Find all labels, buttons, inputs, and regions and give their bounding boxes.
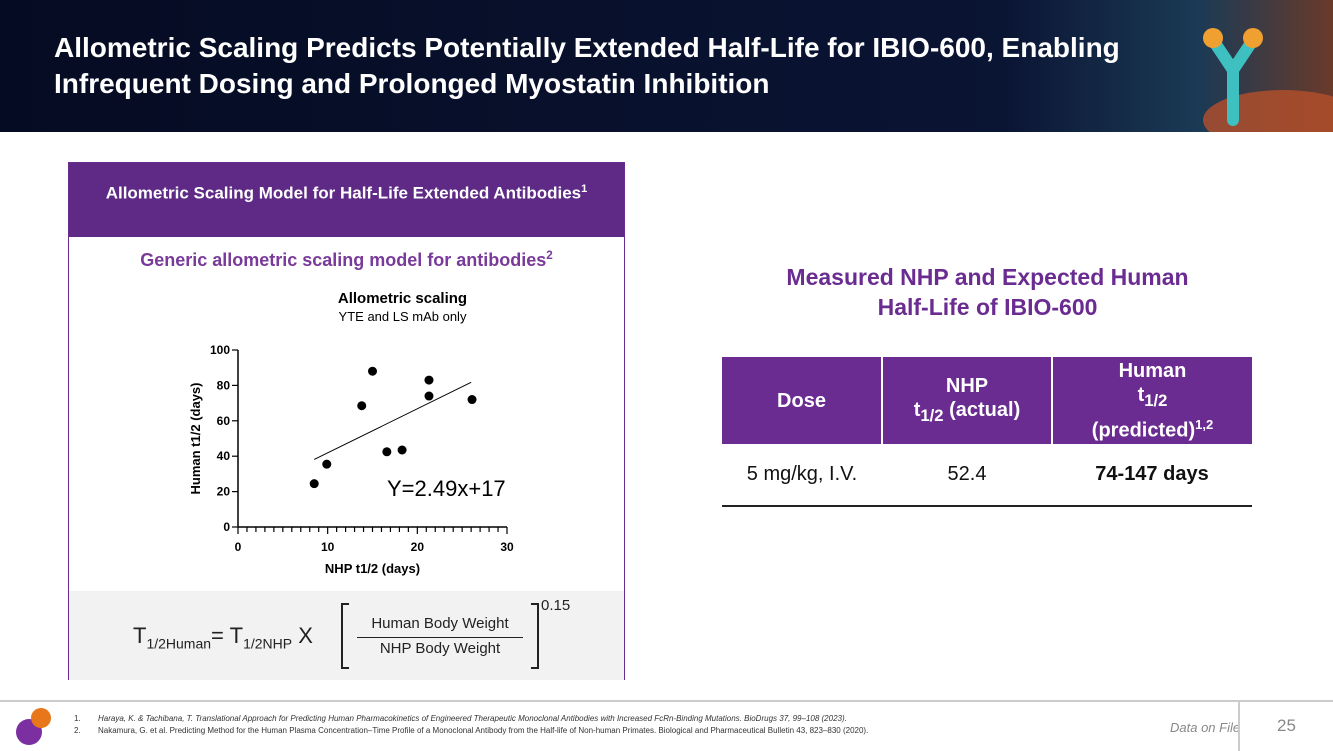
y-tick-label: 80 [217,378,231,392]
table-title: Measured NHP and Expected Human Half-Lif… [786,264,1189,320]
formula-numerator: Human Body Weight [371,615,509,632]
formula-rhs-sub: 1/2NHP [243,635,293,652]
subtitle-text: Generic allometric scaling model for ant… [140,250,547,270]
bracket: Human Body Weight NHP Body Weight [341,603,539,669]
y-axis-label: Human t1/2 (days) [188,383,203,495]
y-tick-label: 100 [210,343,230,357]
chart-subtitle: YTE and LS mAb only [339,309,467,324]
data-point [309,479,319,489]
x-tick-label: 30 [500,540,514,554]
data-point [467,395,477,405]
ref-num: 1. [74,714,81,723]
t-label: t [1137,383,1145,406]
page-number: 25 [1238,702,1333,751]
cell-human: 74-147 days [1052,444,1252,507]
y-tick-label: 60 [217,414,231,428]
table-row: 5 mg/kg, I.V. 52.4 74-147 days [722,444,1252,507]
formula-lhs: T1/2Human= T1/2NHP X [133,623,313,651]
data-on-file: Data on File [1170,720,1241,735]
scatter-chart: Allometric scaling YTE and LS mAb only 0 10… [188,290,514,576]
actual-label: (actual) [943,398,1021,421]
formula-lhs-sub: 1/2Human [146,635,212,652]
formula-t: T [133,623,147,648]
antibody-illustration-icon [1203,28,1333,132]
panel-title: Allometric Scaling Model for Half-Life E… [105,183,582,203]
table-header-row: Dose NHP t1/2 (actual) Human t1/2 (predicte… [722,357,1252,444]
data-point [357,401,367,411]
company-logo-icon [16,708,51,745]
reference-2: 2. Nakamura, G. et al. Predicting Method … [74,726,868,735]
ref-num: 2. [74,726,81,735]
x-axis-label: NHP t1/2 (days) [325,561,420,576]
allometric-model-panel: Allometric Scaling Model for Half-Life E… [68,162,625,680]
data-point [397,445,407,455]
human-label: Human [1118,359,1187,382]
footer: 1. Haraya, K. & Tachibana, T. Translation… [0,700,1333,751]
t-label: t [913,398,921,421]
fit-equation: Y=2.49x+17 [387,476,506,501]
x-tick-label: 0 [235,540,242,554]
header-human: Human t1/2 (predicted)1,2 [1052,357,1252,444]
data-point [322,459,332,469]
formula-area: T1/2Human= T1/2NHP X Human Body Weight N… [69,591,624,680]
panel-title-sup: 1 [581,183,588,195]
y-tick-label: 40 [217,449,231,463]
header-nhp: NHP t1/2 (actual) [882,357,1053,444]
cell-dose: 5 mg/kg, I.V. [722,444,882,507]
ref-text: Haraya, K. & Tachibana, T. Translational… [98,714,847,723]
half-life-table: Dose NHP t1/2 (actual) Human t1/2 (predicte… [722,357,1252,507]
slide-title: Allometric Scaling Predicts Potentially … [54,32,1120,99]
formula-exponent: 0.15 [541,597,571,614]
subtitle-sup: 2 [546,249,553,262]
predicted-sup: 1,2 [1195,416,1214,432]
ref-text: Nakamura, G. et al. Predicting Method fo… [98,726,869,735]
panel-subtitle: Generic allometric scaling model for ant… [69,249,624,271]
reference-1: 1. Haraya, K. & Tachibana, T. Translation… [74,714,847,723]
y-tick-label: 0 [223,520,230,534]
header-banner: Allometric Scaling Predicts Potentially … [0,0,1333,132]
nhp-label: NHP [945,374,989,397]
cell-nhp: 52.4 [882,444,1052,507]
formula-denominator: NHP Body Weight [379,640,501,657]
data-point [382,447,392,457]
formula-eq: = T [211,623,244,648]
x-tick-label: 10 [321,540,335,554]
predicted-label: (predicted) [1091,419,1196,442]
y-tick-label: 20 [217,485,231,499]
x-tick-label: 20 [411,540,425,554]
header-dose: Dose [722,357,883,444]
data-point [424,391,434,401]
fit-line [313,381,472,460]
t-sub: 1/2 [920,405,944,425]
data-point [368,366,377,376]
formula-times: X [298,623,313,648]
chart-title: Allometric scaling [338,290,467,307]
t-sub: 1/2 [1144,390,1168,410]
panel-header: Allometric Scaling Model for Half-Life E… [69,163,624,237]
data-point [424,375,434,385]
